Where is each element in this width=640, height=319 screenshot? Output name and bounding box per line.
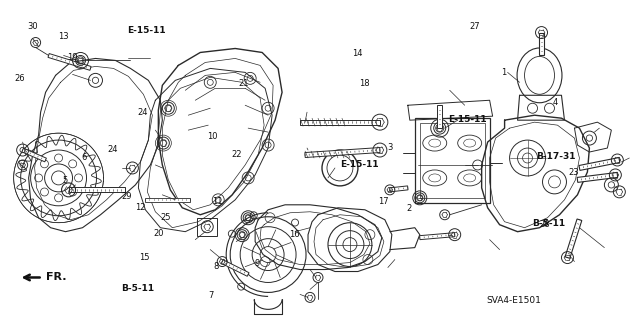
Polygon shape [221, 260, 249, 276]
Polygon shape [300, 120, 380, 125]
Text: B-17-31: B-17-31 [536, 152, 575, 161]
Polygon shape [22, 148, 46, 162]
Polygon shape [145, 198, 190, 202]
Text: 5: 5 [62, 176, 67, 185]
Polygon shape [48, 54, 91, 70]
Text: 7: 7 [209, 291, 214, 300]
Text: 21: 21 [238, 79, 248, 88]
Polygon shape [577, 173, 618, 182]
Text: E-15-11: E-15-11 [340, 160, 379, 169]
Text: 2: 2 [407, 204, 412, 213]
Polygon shape [437, 105, 442, 128]
Text: 16: 16 [289, 230, 300, 239]
Text: 18: 18 [360, 79, 370, 88]
Text: 8: 8 [214, 262, 220, 271]
Text: 24: 24 [137, 108, 148, 117]
Polygon shape [390, 186, 408, 192]
Text: 14: 14 [352, 48, 362, 58]
Text: B-5-11: B-5-11 [121, 284, 154, 293]
Text: E-15-11: E-15-11 [448, 115, 486, 124]
Text: 20: 20 [154, 229, 164, 238]
Polygon shape [539, 33, 544, 56]
Text: 29: 29 [121, 191, 132, 201]
Text: 30: 30 [28, 22, 38, 31]
Text: 23: 23 [569, 168, 579, 177]
Polygon shape [68, 187, 125, 192]
Text: 6: 6 [81, 153, 86, 162]
Text: 12: 12 [134, 203, 145, 212]
Text: B-5-11: B-5-11 [532, 219, 565, 227]
Text: 22: 22 [232, 150, 242, 159]
Text: 3: 3 [388, 143, 393, 152]
Text: 10: 10 [207, 132, 218, 141]
Bar [415, 118, 490, 203]
Bar [197, 218, 217, 236]
Text: 26: 26 [15, 74, 25, 83]
Text: 4: 4 [552, 98, 557, 107]
Polygon shape [305, 148, 380, 158]
Text: SVA4-E1501: SVA4-E1501 [486, 296, 541, 305]
Text: 15: 15 [139, 253, 150, 262]
Polygon shape [579, 158, 620, 170]
Text: 1: 1 [501, 68, 506, 77]
Bar [420, 123, 484, 198]
Text: 17: 17 [378, 197, 389, 206]
Text: 19: 19 [67, 53, 77, 62]
Polygon shape [420, 233, 455, 240]
Text: E-15-11: E-15-11 [127, 26, 166, 35]
Polygon shape [565, 219, 582, 258]
Text: 11: 11 [212, 197, 223, 206]
Text: 25: 25 [160, 213, 171, 222]
Text: 9: 9 [255, 259, 260, 268]
Text: 13: 13 [58, 32, 68, 41]
Text: 27: 27 [469, 22, 480, 31]
Text: FR.: FR. [45, 272, 66, 283]
Text: 24: 24 [108, 145, 118, 154]
Text: 28: 28 [540, 220, 550, 229]
